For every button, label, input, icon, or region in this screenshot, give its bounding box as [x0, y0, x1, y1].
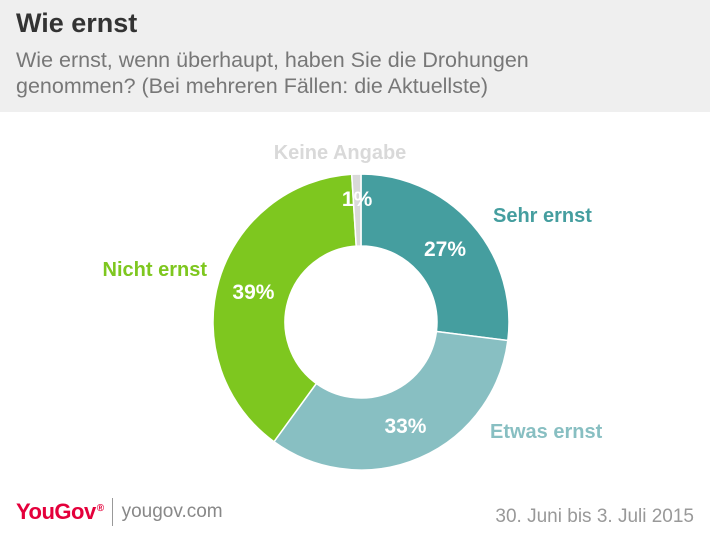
donut-value-label: 27%	[424, 238, 466, 261]
donut-slices	[212, 173, 510, 471]
donut-category-labels: Sehr ernst Etwas ernst Nicht ernst Keine An…	[103, 142, 603, 443]
donut-slice-nicht-ernst	[212, 173, 358, 443]
registered-mark: ®	[96, 502, 104, 514]
donut-value-label: 33%	[384, 415, 426, 438]
donut-slice-sehr-ernst	[360, 173, 510, 342]
donut-category-label: Nicht ernst	[103, 259, 208, 281]
chart-subtitle-line-2: genommen? (Bei mehreren Fällen: die Aktu…	[16, 74, 489, 98]
chart-subtitle-line-1: Wie ernst, wenn überhaupt, haben Sie die…	[16, 48, 529, 72]
donut-value-label: 1%	[342, 188, 373, 211]
donut-slice-etwas-ernst	[272, 330, 509, 471]
donut-category-label: Etwas ernst	[490, 421, 603, 443]
donut-category-label: Sehr ernst	[493, 205, 592, 227]
chart-subtitle: Wie ernst, wenn überhaupt, haben Sie die…	[16, 47, 694, 99]
donut-slice-keine-angabe	[350, 173, 362, 247]
chart-header: Wie ernst Wie ernst, wenn überhaupt, hab…	[0, 0, 710, 112]
donut-category-label: Keine Angabe	[274, 142, 407, 164]
yougov-logo: YouGov®	[16, 499, 104, 524]
donut-value-labels: 27% 33% 39% 1%	[232, 188, 466, 438]
footer-site: yougov.com	[121, 501, 223, 522]
survey-date: 30. Juni bis 3. Juli 2015	[495, 506, 694, 527]
chart-title: Wie ernst	[16, 8, 138, 38]
footer-divider	[111, 498, 113, 526]
donut-chart: 27% 33% 39% 1% Sehr ernst Etwas ernst Nicht e…	[103, 142, 603, 471]
donut-value-label: 39%	[232, 281, 274, 304]
footer-branding: YouGov® yougov.com	[16, 498, 223, 526]
